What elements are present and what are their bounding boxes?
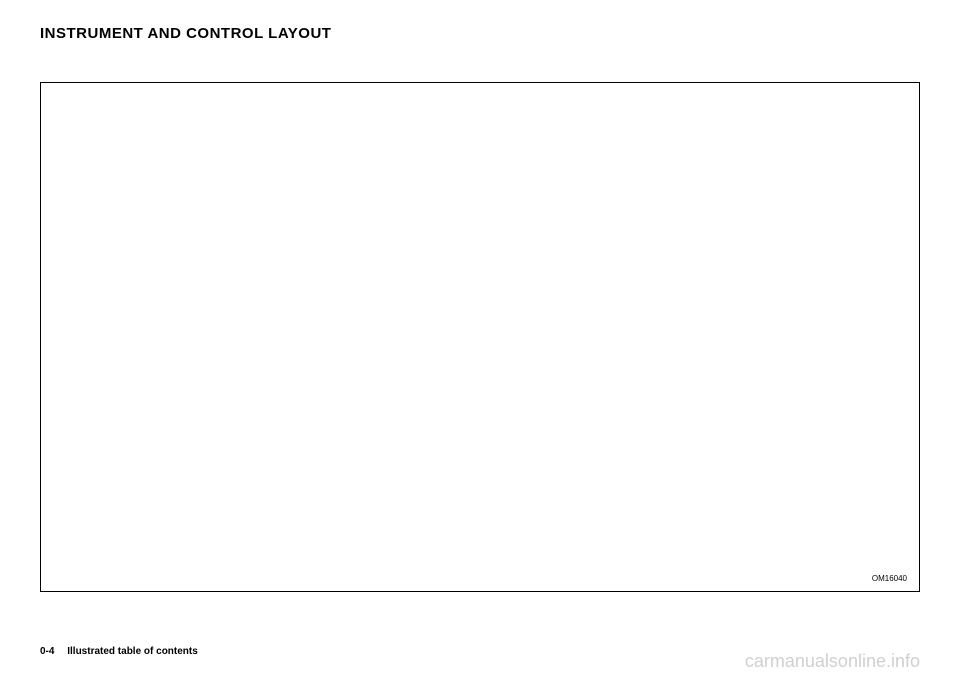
footer-section-title: Illustrated table of contents: [67, 646, 198, 657]
page-title: INSTRUMENT AND CONTROL LAYOUT: [40, 25, 920, 42]
illustration-label: OM16040: [872, 574, 907, 583]
page-number: 0-4: [40, 646, 54, 657]
watermark: carmanualsonline.info: [745, 651, 920, 672]
page-footer: 0-4 Illustrated table of contents: [40, 646, 198, 657]
page-container: INSTRUMENT AND CONTROL LAYOUT OM16040 0-…: [0, 0, 960, 677]
illustration-placeholder: OM16040: [40, 82, 920, 592]
